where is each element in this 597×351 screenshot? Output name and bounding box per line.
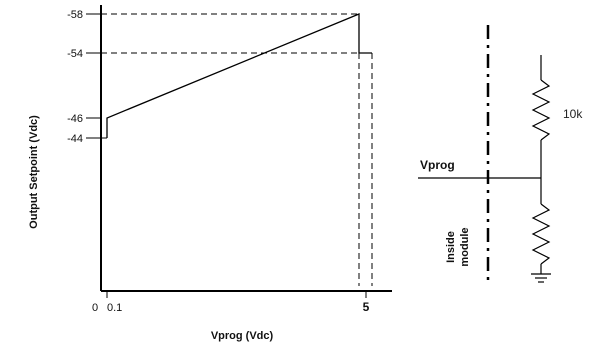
x-axis-title: Vprog (Vdc)	[211, 330, 274, 342]
vprog-label: Vprog	[420, 158, 455, 172]
resistor-top-label: 10k	[563, 107, 583, 121]
x-tick-label-0.1: 0.1	[107, 302, 122, 314]
y-tick-label-58: -58	[67, 9, 83, 21]
x-tick-label-5: 5	[363, 300, 370, 314]
y-tick-label-46: -46	[67, 113, 83, 125]
ground-icon	[531, 273, 551, 283]
x-tick-label-0: 0	[92, 302, 98, 314]
setpoint-line	[106, 13, 372, 138]
y-axis-title: Output Setpoint (Vdc)	[28, 115, 40, 229]
y-tick-label-54: -54	[67, 48, 83, 60]
boundary-label-module: module	[459, 227, 471, 266]
boundary-label-inside: Inside	[445, 231, 457, 263]
resistor-top-icon	[531, 79, 551, 141]
y-tick-label-44: -44	[67, 133, 83, 145]
resistor-bottom-icon	[531, 203, 551, 265]
